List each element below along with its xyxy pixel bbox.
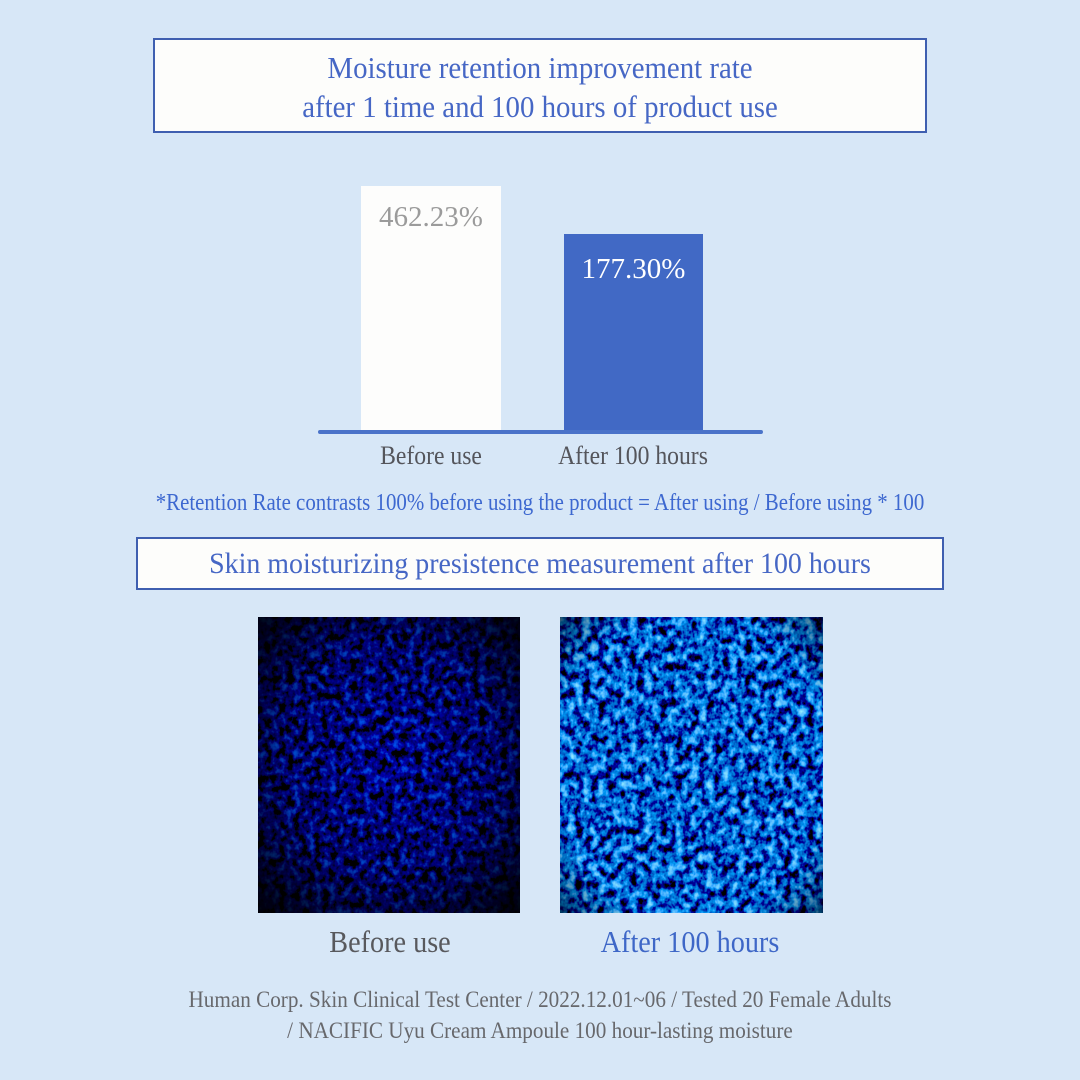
footer-line2: / NACIFIC Uyu Cream Ampoule 100 hour-las… xyxy=(287,1018,793,1043)
chart-title-box: Moisture retention improvement rate afte… xyxy=(153,38,927,133)
bar-before-use: 462.23% xyxy=(361,186,501,430)
bar-value-after-100-hours: 177.30% xyxy=(581,253,686,285)
image-label-before-use: Before use xyxy=(329,924,451,959)
retention-rate-footnote: *Retention Rate contrasts 100% before us… xyxy=(155,490,925,516)
section2-title-box: Skin moisturizing presistence measuremen… xyxy=(136,537,944,590)
image-label-after-100-hours: After 100 hours xyxy=(600,924,780,959)
skin-texture-after-svg xyxy=(560,617,823,913)
section2-title: Skin moisturizing presistence measuremen… xyxy=(209,547,871,580)
chart-title-line2: after 1 time and 100 hours of product us… xyxy=(302,89,778,124)
skin-microscopy-before-image xyxy=(258,617,520,913)
skin-microscopy-after-image xyxy=(560,617,823,913)
chart-category-before-use: Before use xyxy=(380,441,482,470)
bar-value-before-use: 462.23% xyxy=(379,201,483,233)
bar-after-100-hours: 177.30% xyxy=(564,234,703,430)
footer-line1: Human Corp. Skin Clinical Test Center / … xyxy=(188,987,892,1012)
chart-title-line1: Moisture retention improvement rate xyxy=(327,50,753,85)
chart-baseline xyxy=(318,430,763,434)
skin-texture-before-svg xyxy=(258,617,520,913)
chart-category-after-100-hours: After 100 hours xyxy=(558,441,708,470)
test-info-footer: Human Corp. Skin Clinical Test Center / … xyxy=(0,984,1080,1046)
